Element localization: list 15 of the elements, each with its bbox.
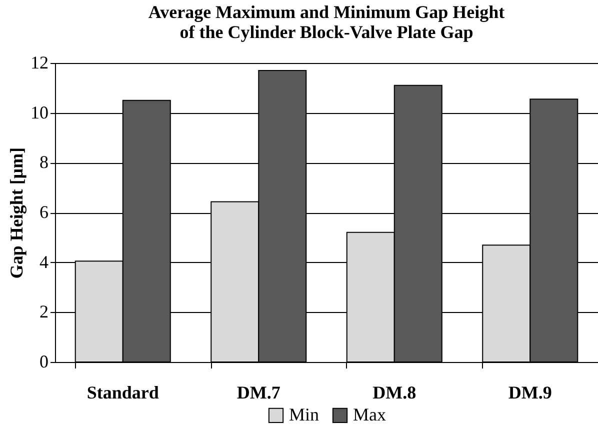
y-tick-label: 6 bbox=[40, 202, 48, 222]
legend-label: Min bbox=[289, 404, 320, 424]
y-tick-label: 2 bbox=[40, 302, 48, 322]
y-tick-label: 8 bbox=[40, 152, 48, 172]
x-tick-label: DM.8 bbox=[372, 382, 416, 402]
x-tick-label: Standard bbox=[86, 382, 159, 402]
y-axis-title: Gap Height [μm] bbox=[6, 147, 26, 279]
legend-label: Max bbox=[353, 404, 386, 424]
x-tick-label: DM.9 bbox=[508, 382, 552, 402]
y-tick-label: 4 bbox=[40, 252, 48, 272]
y-tick-label: 10 bbox=[30, 102, 48, 122]
y-tick-label: 0 bbox=[40, 352, 48, 372]
y-tick-label: 12 bbox=[30, 52, 48, 72]
chart-title: Average Maximum and Minimum Gap Height of the Cylinder Block-Valve Plate Gap bbox=[148, 2, 505, 42]
x-tick-label: DM.7 bbox=[236, 382, 280, 402]
